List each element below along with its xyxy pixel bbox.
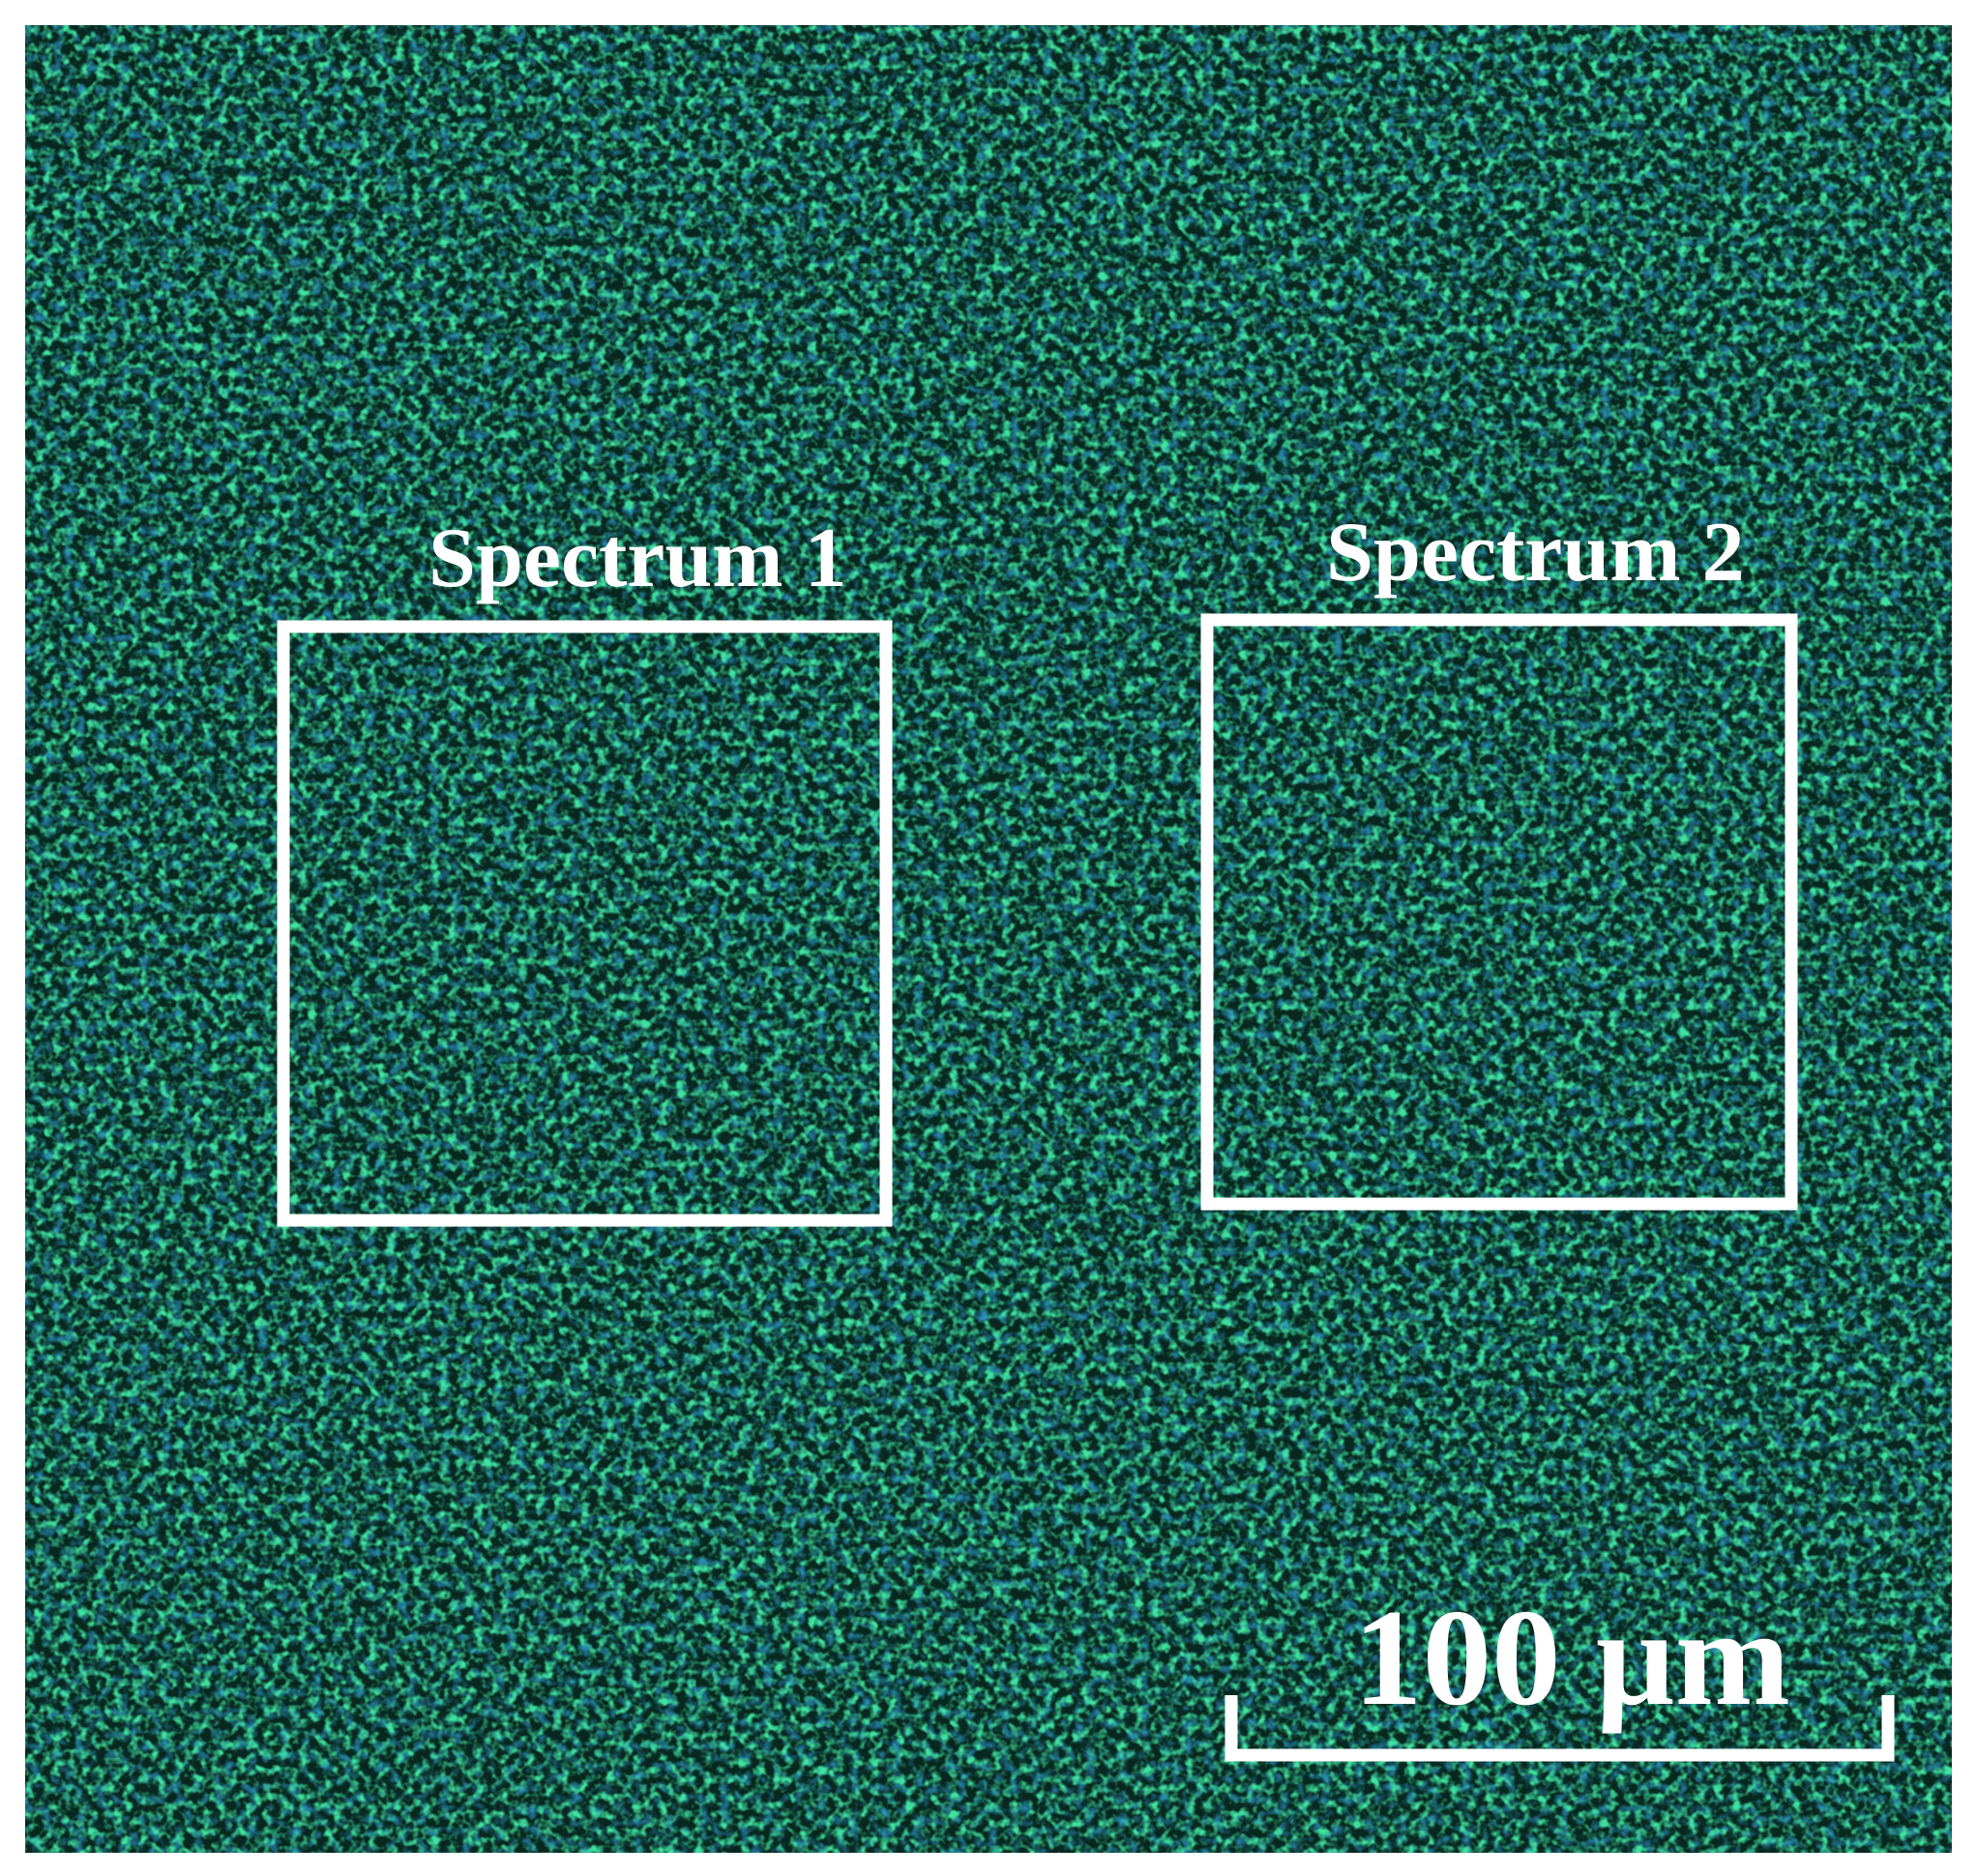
image-noise-green [25, 25, 1952, 1853]
region-label: Spectrum 1 [428, 512, 847, 605]
scale-bar [1225, 1695, 1895, 1762]
spectrum-box [1200, 613, 1798, 1211]
scale-bar-label: 100 µm [1353, 1581, 1790, 1734]
region-label: Spectrum 2 [1326, 506, 1745, 600]
spectrum-box [277, 620, 893, 1227]
